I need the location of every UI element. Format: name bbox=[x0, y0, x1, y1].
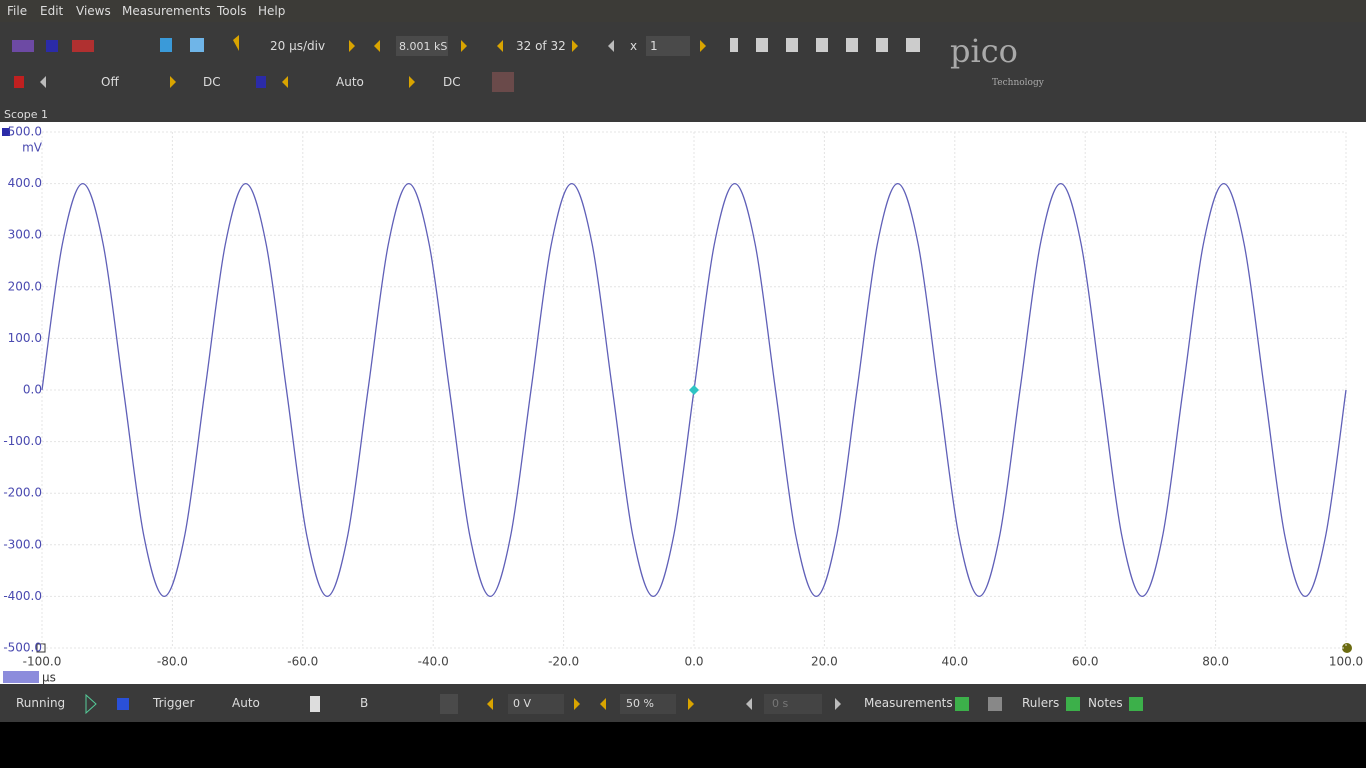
icon[interactable] bbox=[1066, 697, 1080, 711]
menu-item[interactable]: File bbox=[7, 4, 28, 18]
icon[interactable] bbox=[955, 697, 969, 711]
y-tick-label: 100.0 bbox=[8, 331, 42, 345]
channel-b-coupling[interactable]: DC bbox=[443, 75, 461, 89]
y-tick-label: -200.0 bbox=[3, 486, 42, 500]
menu-item[interactable]: Views bbox=[76, 4, 111, 18]
x-tick-label: -80.0 bbox=[157, 655, 188, 669]
y-tick-label: -300.0 bbox=[3, 537, 42, 551]
x-tick-label: 80.0 bbox=[1202, 655, 1229, 669]
icon[interactable] bbox=[190, 38, 204, 52]
axis-scale-box bbox=[3, 671, 39, 683]
x-tick-label: 20.0 bbox=[811, 655, 838, 669]
buffer[interactable]: 32 of 32 bbox=[516, 39, 566, 53]
field[interactable] bbox=[396, 36, 448, 56]
x-tick-label: -100.0 bbox=[23, 655, 62, 669]
x-tick-label: 100.0 bbox=[1329, 655, 1363, 669]
icon[interactable] bbox=[988, 697, 1002, 711]
x-tick-label: -60.0 bbox=[287, 655, 318, 669]
field[interactable] bbox=[508, 694, 564, 714]
field[interactable] bbox=[646, 36, 690, 56]
icon[interactable] bbox=[46, 40, 58, 52]
icon[interactable] bbox=[310, 696, 320, 712]
tab-strip bbox=[0, 106, 1366, 122]
run-state: Running bbox=[16, 696, 66, 710]
y-tick-label: 500.0 bbox=[8, 125, 42, 139]
arrows bbox=[170, 35, 706, 710]
samples[interactable]: 8.001 kS bbox=[399, 40, 448, 53]
axis-marker bbox=[36, 643, 46, 653]
x-tick-label: 40.0 bbox=[941, 655, 968, 669]
notes[interactable]: Notes bbox=[1088, 696, 1123, 710]
tool-icons bbox=[730, 38, 920, 52]
icon[interactable] bbox=[72, 40, 94, 52]
y-tick-label: 200.0 bbox=[8, 279, 42, 293]
field[interactable] bbox=[764, 694, 822, 714]
zoom-value[interactable]: 1 bbox=[650, 39, 658, 53]
menu-item[interactable]: Measurements bbox=[122, 4, 211, 18]
menu-item[interactable]: Tools bbox=[217, 4, 247, 18]
x-tick-label: 0.0 bbox=[684, 655, 703, 669]
x-tick-label: 60.0 bbox=[1072, 655, 1099, 669]
y-tick-label: -100.0 bbox=[3, 434, 42, 448]
icon[interactable] bbox=[1129, 697, 1143, 711]
trigger-marker bbox=[689, 385, 699, 395]
y-tick-label: -400.0 bbox=[3, 589, 42, 603]
timebase[interactable]: 20 µs/div bbox=[270, 39, 326, 53]
icon[interactable] bbox=[12, 40, 34, 52]
y-unit: mV bbox=[22, 141, 43, 155]
x-tick-label: -40.0 bbox=[418, 655, 449, 669]
plot-background bbox=[0, 122, 1366, 684]
icon[interactable] bbox=[256, 76, 266, 88]
x-tick-label: -20.0 bbox=[548, 655, 579, 669]
channel-marker bbox=[2, 128, 10, 136]
y-tick-label: 0.0 bbox=[23, 383, 42, 397]
y-tick-label: 300.0 bbox=[8, 228, 42, 242]
delay[interactable]: 0 s bbox=[772, 697, 789, 710]
icon[interactable] bbox=[492, 72, 514, 92]
menu-bar bbox=[0, 0, 1366, 22]
stop-button[interactable] bbox=[117, 698, 129, 710]
icon[interactable] bbox=[14, 76, 24, 88]
threshold[interactable]: 0 V bbox=[513, 697, 532, 710]
trigger-channel[interactable]: B bbox=[360, 696, 369, 710]
trigger-label: Trigger bbox=[153, 696, 195, 710]
channel-a-range[interactable]: Off bbox=[101, 75, 119, 89]
x-unit: µs bbox=[42, 671, 56, 685]
channel-a-coupling[interactable]: DC bbox=[203, 75, 221, 89]
measurements[interactable]: Measurements bbox=[864, 696, 953, 710]
trigger-mode[interactable]: Auto bbox=[232, 696, 260, 710]
tab[interactable]: Scope 1 bbox=[4, 108, 49, 121]
y-tick-label: -500.0 bbox=[3, 641, 42, 655]
icon[interactable] bbox=[440, 694, 458, 714]
y-tick-label: 400.0 bbox=[8, 176, 42, 190]
menu-item[interactable]: Edit bbox=[40, 4, 64, 18]
menu-item[interactable]: Help bbox=[258, 4, 286, 18]
logo: pico bbox=[950, 32, 1018, 70]
channel-b-range[interactable]: Auto bbox=[336, 75, 364, 89]
field[interactable] bbox=[620, 694, 676, 714]
rulers[interactable]: Rulers bbox=[1022, 696, 1060, 710]
logo-tagline: Technology bbox=[992, 78, 1044, 88]
axis-marker bbox=[1342, 643, 1352, 653]
pre-trigger[interactable]: 50 % bbox=[626, 697, 654, 710]
zoom-label: x bbox=[630, 39, 638, 53]
icon[interactable] bbox=[160, 38, 172, 52]
